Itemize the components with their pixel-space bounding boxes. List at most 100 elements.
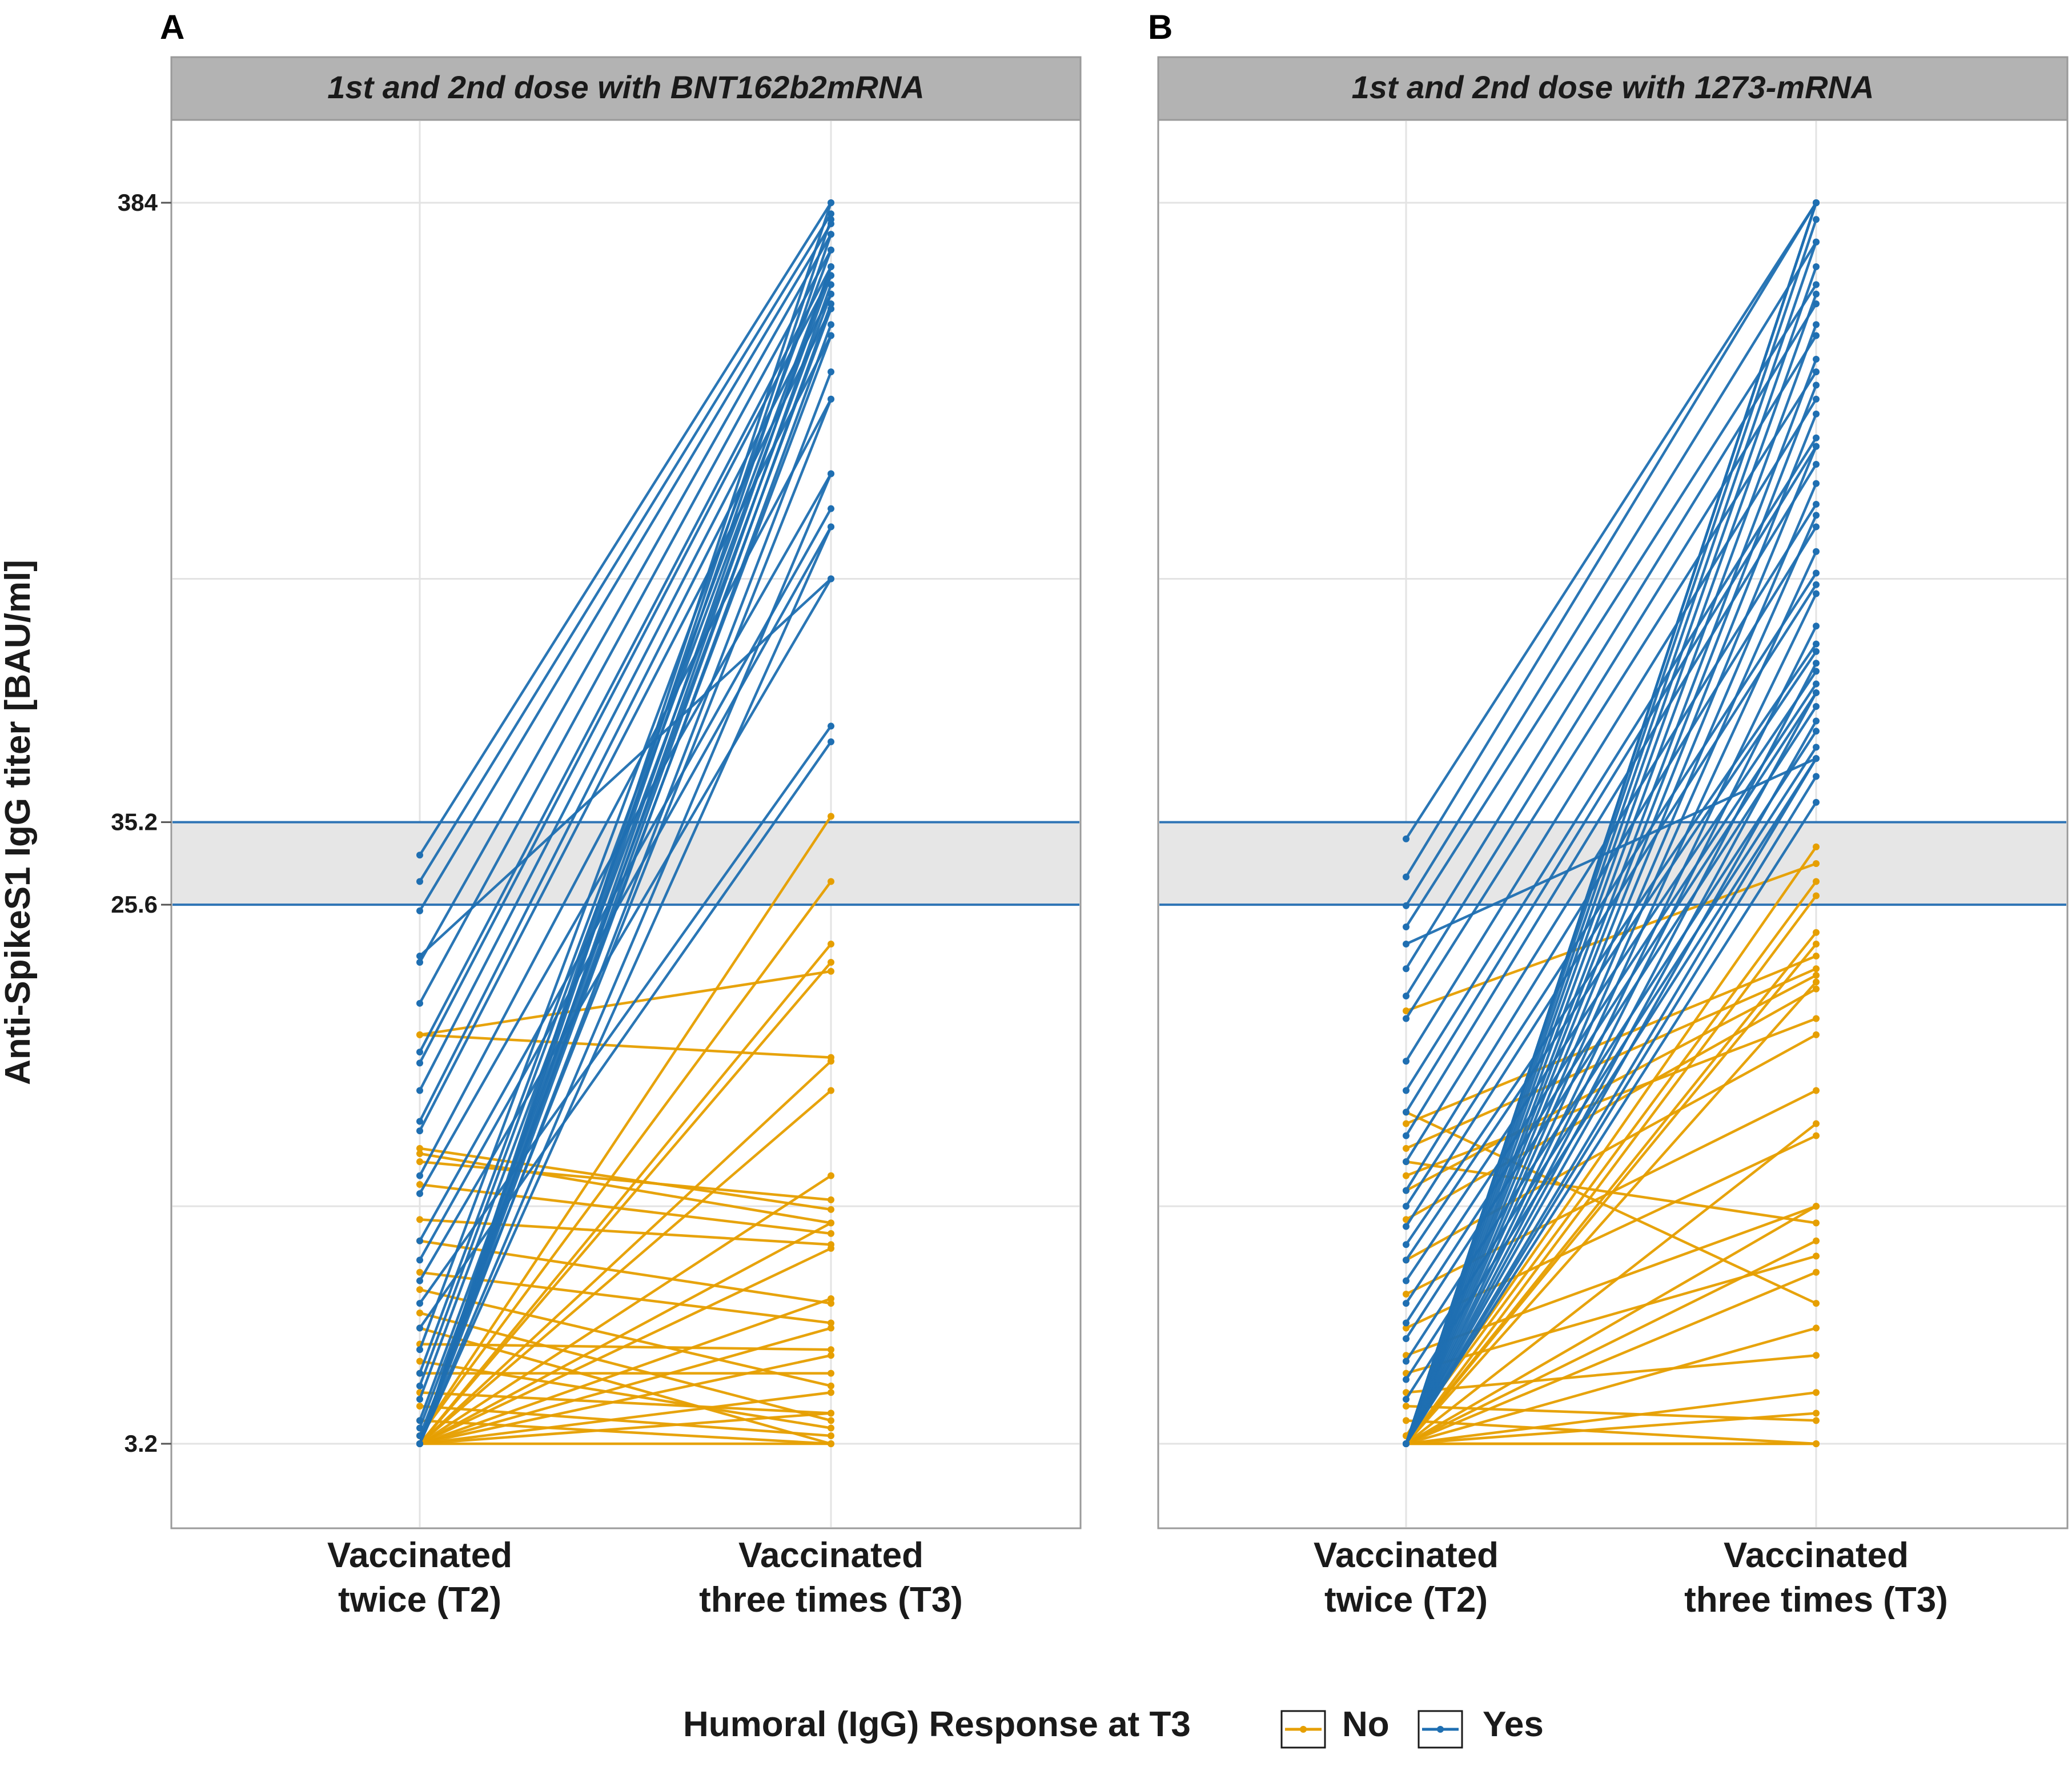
panel-a-yes-point-t2-38	[416, 1049, 423, 1056]
panel-a-no-point-t2-10	[416, 1309, 423, 1316]
panel-a-no-point-t3-4	[828, 1196, 834, 1203]
panel-a-yes-line-48	[418, 725, 833, 1305]
panel-b-yes-point-t2-31	[1403, 835, 1410, 842]
panel-b-no-point-t3-0	[1813, 860, 1820, 868]
panel-a-no-point-t2-5	[416, 1181, 423, 1188]
panel-a-yes-point-t2-43	[416, 1172, 423, 1179]
panel-b-no-point-t3-24	[1813, 1237, 1820, 1244]
panel-a-no-line-31	[418, 1412, 833, 1445]
panel-b-no-point-t3-27	[1813, 1389, 1820, 1396]
panel-a-no-point-t3-20	[828, 940, 834, 947]
panel-a-yes-point-t2-46	[416, 1256, 423, 1264]
panel-b-yes-point-t3-79	[1813, 798, 1820, 806]
panel-a-no-point-t3-16	[828, 1432, 834, 1440]
panel-a-no-line-25	[418, 1222, 833, 1445]
ytick-label-0: 3.2	[125, 1430, 158, 1457]
panel-b-no-point-t2-2	[1403, 1120, 1410, 1127]
panel-a-yes-point-t2-47	[416, 1277, 423, 1284]
panel-b-no-point-t2-7	[1403, 1216, 1410, 1223]
panel-a-yes-point-t3-60	[828, 263, 834, 271]
panel-b-no-line-2	[1404, 954, 1818, 1125]
panel-b: B 1st and 2nd dose with 1273-mRNA Vaccin…	[1148, 8, 2069, 1620]
panel-b-yes-point-t2-45	[1403, 1223, 1410, 1230]
panel-a-yes-point-t3-48	[828, 722, 834, 730]
panel-a-no-point-t3-19	[828, 878, 834, 885]
panel-a-yes-point-t2-42	[416, 1127, 423, 1135]
panel-a-yes-line-42	[418, 334, 833, 1133]
panel-b-yes-point-t2-41	[1403, 1132, 1410, 1139]
panel-b-xtick-t2-line1: Vaccinated	[1314, 1536, 1499, 1575]
panel-b-no-point-t3-9	[1813, 1087, 1820, 1094]
panel-a-no-line-20	[418, 942, 833, 1445]
panel-b-no-line-26	[1404, 1327, 1818, 1445]
panel-a-no-line-30	[418, 1391, 833, 1445]
panel-b-no-point-t3-21	[1813, 978, 1820, 986]
panel-b-yes-point-t3-44	[1813, 569, 1820, 577]
panel-a-no-point-t3-0	[828, 967, 834, 975]
panel-a-no-point-t3-31	[828, 1409, 834, 1417]
panel-b-yes-line-76	[1404, 720, 1818, 1445]
panel-a-yes-point-t3-65	[828, 470, 834, 477]
panel-a-yes-point-t3-57	[828, 199, 834, 206]
y-axis-ticks: 3.2 25.6 35.2 384	[111, 189, 171, 1457]
panel-b-yes-line-32	[1404, 201, 1818, 878]
panel-a-title: 1st and 2nd dose with BNT162b2mRNA	[327, 69, 925, 105]
panel-a-no-line-24	[418, 1174, 833, 1445]
panel-a-no-line-2	[418, 1147, 833, 1211]
panel-a-no-point-t3-13	[828, 1424, 834, 1432]
panel-b-yes-line-64	[1404, 323, 1818, 1445]
panel-b-no-line-5	[1404, 1017, 1818, 1177]
panel-a-yes-point-t2-66	[416, 1440, 423, 1447]
panel-b-no-point-t3-8	[1813, 1031, 1820, 1038]
panel-b-yes-line-70	[1404, 514, 1818, 1445]
panel-a-no-point-t3-28	[828, 1324, 834, 1332]
panel-a-yes-point-t3-49	[828, 738, 834, 745]
panel-b-yes-line-74	[1404, 661, 1818, 1445]
panel-b-no-point-t3-14	[1813, 1417, 1820, 1424]
panel-b-yes-point-t2-50	[1403, 1319, 1410, 1327]
panel-a-yes-line-65	[418, 472, 833, 1445]
panel-a-yes-point-t2-48	[416, 1300, 423, 1307]
panel-b-yes-point-t3-49	[1813, 680, 1820, 688]
panel-b-yes-point-t3-53	[1813, 744, 1820, 751]
panel-b-yes-line-49	[1404, 682, 1818, 1305]
panel-b-no-line-28	[1404, 1412, 1818, 1445]
panel-a-no-point-t2-6	[416, 1216, 423, 1223]
panel-b-yes-line-40	[1404, 445, 1818, 1114]
panel-b-yes-point-t2-53	[1403, 1376, 1410, 1383]
panel-a-no-line-0	[418, 970, 833, 1037]
panel-a-no-point-t2-2	[416, 1144, 423, 1152]
panel-b-yes-line-66	[1404, 384, 1818, 1445]
panel-b-no-point-t3-13	[1813, 1352, 1820, 1359]
panel-b-no-line-22	[1404, 1122, 1818, 1445]
panel-b-yes-point-t3-75	[1813, 689, 1820, 696]
panel-a: A 1st and 2nd dose with BNT162b2mRNA Vac…	[160, 8, 1082, 1620]
panel-b-yes-point-t2-38	[1403, 1058, 1410, 1065]
panel-b-no-line-8	[1404, 1033, 1818, 1262]
panel-b-yes-point-t3-41	[1813, 460, 1820, 468]
panel-b-yes-point-t3-39	[1813, 434, 1820, 441]
panel-a-no-point-t3-18	[828, 813, 834, 820]
panel-b-no-point-t3-4	[1813, 1219, 1820, 1227]
panel-b-yes-point-t2-35	[1403, 965, 1410, 973]
panel-b-yes-line-37	[1404, 370, 1818, 1020]
panel-b-yes-point-t3-69	[1813, 480, 1820, 487]
panel-b-yes-point-t3-48	[1813, 668, 1820, 675]
panel-b-no-point-t2-10	[1403, 1324, 1410, 1332]
panel-b-yes-point-t3-76	[1813, 717, 1820, 725]
panel-a-yes-point-t3-56	[828, 395, 834, 403]
legend-title: Humoral (IgG) Response at T3	[683, 1705, 1191, 1744]
panel-a-no-point-t3-14	[828, 1370, 834, 1377]
panel-b-yes-point-t3-62	[1813, 263, 1820, 271]
panel-a-no-point-t3-12	[828, 1346, 834, 1354]
panel-letter-a: A	[160, 8, 184, 46]
panel-b-yes-line-35	[1404, 302, 1818, 970]
panel-b-no-point-t3-2	[1813, 953, 1820, 960]
panel-a-yes-point-t2-34	[416, 878, 423, 885]
panel-b-no-line-21	[1404, 981, 1818, 1445]
panel-a-yes-line-63	[418, 323, 833, 1445]
panel-a-yes-line-34	[418, 212, 833, 883]
panel-a-yes-point-t2-40	[416, 1087, 423, 1094]
panel-b-no-line-18	[1404, 894, 1818, 1445]
panel-a-yes-line-37	[418, 248, 833, 1005]
